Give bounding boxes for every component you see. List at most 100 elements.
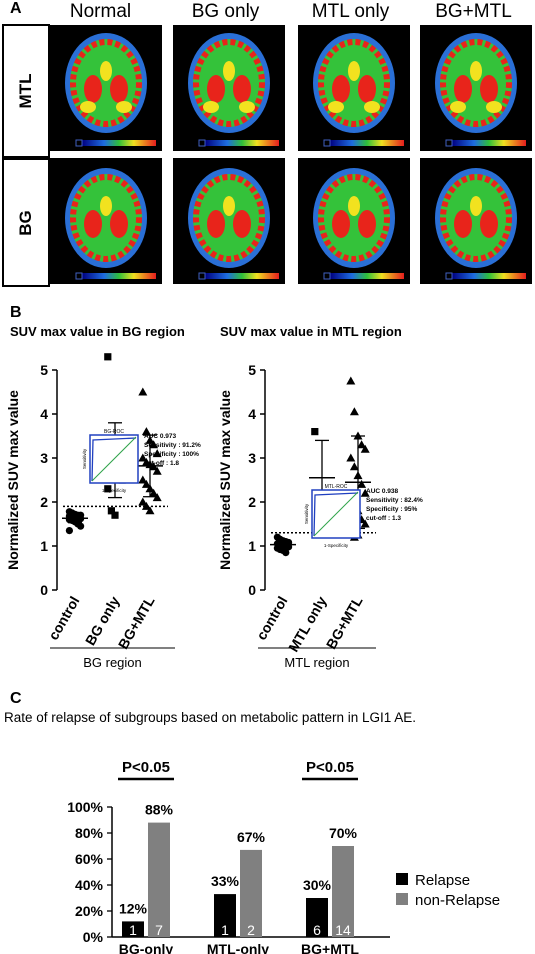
pet-scan-mtl-normal bbox=[50, 25, 162, 151]
scan-color-scale bbox=[330, 140, 404, 146]
panel-letter-b: B bbox=[10, 304, 22, 321]
data-point-bg-only bbox=[104, 485, 112, 493]
roc-x-label: 1-Specificity bbox=[102, 488, 127, 493]
data-point-bg-mtl bbox=[346, 453, 356, 462]
legend-swatch bbox=[396, 873, 408, 885]
scan-scale-marker bbox=[75, 272, 83, 280]
scan-left-temporal bbox=[80, 101, 96, 113]
x-category-label: BG+MTL bbox=[301, 941, 359, 954]
row-label-bg-text: BG bbox=[16, 209, 35, 236]
scan-right-nucleus bbox=[358, 75, 376, 103]
roc-y-label: Sensitivity bbox=[304, 503, 309, 524]
scan-right-temporal bbox=[239, 101, 255, 113]
data-point-bg-mtl bbox=[152, 466, 162, 475]
row-label-mtl: MTL bbox=[2, 24, 50, 158]
group-label: MTL region bbox=[284, 655, 349, 670]
y-tick-label: 20% bbox=[75, 903, 104, 919]
scan-scale-marker bbox=[445, 272, 453, 280]
x-category-label: MTL-only bbox=[207, 941, 269, 954]
relapse-rate-bar-chart: 0% 20% 40% 60% 80% 100% 12% 1 88% 7 BG-only 33% 1 67%… bbox=[67, 759, 500, 954]
scan-color-scale bbox=[452, 273, 526, 279]
scan-left-nucleus bbox=[332, 75, 350, 103]
bar-count-label: 1 bbox=[221, 922, 229, 938]
data-point-control bbox=[65, 527, 73, 535]
data-point-bg-mtl bbox=[138, 475, 148, 484]
bar-value-label: 33% bbox=[211, 873, 240, 889]
data-point-bg-mtl bbox=[149, 488, 159, 497]
pet-scan-bg-mtl-only bbox=[298, 158, 410, 284]
y-tick-label: 2 bbox=[248, 494, 256, 510]
scan-scale-marker bbox=[198, 139, 206, 147]
y-tick-label: 0% bbox=[83, 929, 104, 945]
bg-region-scatter-chart: Normalized SUV max value 0 1 2 3 4 5 control BG … bbox=[5, 353, 201, 670]
scan-scale-marker bbox=[198, 272, 206, 280]
y-tick-label: 0 bbox=[40, 582, 48, 598]
data-point-bg-mtl bbox=[360, 444, 370, 453]
scan-cortex bbox=[70, 174, 142, 262]
roc-auc: AUC 0.973 bbox=[144, 433, 177, 440]
data-point-bg-mtl bbox=[141, 427, 151, 436]
roc-y-label: Sensitivity bbox=[82, 448, 87, 469]
bar-relapse bbox=[214, 894, 236, 937]
scan-white-matter bbox=[70, 174, 142, 262]
scan-right-nucleus bbox=[480, 210, 498, 238]
scan-color-scale bbox=[82, 140, 156, 146]
scan-right-nucleus bbox=[233, 75, 251, 103]
roc-reference-line bbox=[313, 491, 359, 537]
data-point-bg-mtl bbox=[360, 519, 370, 528]
scan-right-nucleus bbox=[358, 210, 376, 238]
scan-left-nucleus bbox=[207, 210, 225, 238]
data-point-bg-mtl bbox=[138, 453, 148, 462]
roc-sensitivity: Sensitivity : 82.4% bbox=[366, 497, 423, 504]
scan-midline bbox=[348, 196, 360, 216]
legend-label: Relapse bbox=[415, 872, 470, 889]
row-label-bg: BG bbox=[2, 158, 50, 287]
y-tick-label: 5 bbox=[40, 362, 48, 378]
bg-chart-title: SUV max value in BG region bbox=[10, 324, 185, 339]
data-point-bg-mtl bbox=[138, 387, 148, 396]
y-tick-label: 1 bbox=[40, 538, 48, 554]
y-tick-label: 60% bbox=[75, 851, 104, 867]
pet-scan-mtl-bg-mtl bbox=[420, 25, 532, 151]
data-point-mtl-only bbox=[311, 428, 319, 436]
scan-left-nucleus bbox=[454, 210, 472, 238]
roc-inset-title: BG-ROC bbox=[104, 429, 124, 435]
legend-swatch bbox=[396, 893, 408, 905]
scan-left-nucleus bbox=[84, 210, 102, 238]
scan-midline bbox=[100, 196, 112, 216]
scan-right-nucleus bbox=[480, 75, 498, 103]
group-label: BG region bbox=[83, 655, 142, 670]
bar-value-label: 12% bbox=[119, 900, 148, 916]
y-tick-label: 5 bbox=[248, 362, 256, 378]
scan-white-matter bbox=[193, 174, 265, 262]
data-point-bg-mtl bbox=[145, 506, 155, 515]
scan-left-temporal bbox=[328, 101, 344, 113]
y-tick-label: 100% bbox=[67, 799, 103, 815]
roc-specificity: Specificity : 100% bbox=[144, 451, 199, 458]
scan-color-scale bbox=[82, 273, 156, 279]
pet-scan-bg-normal bbox=[50, 158, 162, 284]
scan-midline bbox=[470, 196, 482, 216]
scan-scale-marker bbox=[75, 139, 83, 147]
data-point-bg-mtl bbox=[152, 449, 162, 458]
y-tick-label: 4 bbox=[248, 406, 256, 422]
scan-color-scale bbox=[452, 140, 526, 146]
scan-right-nucleus bbox=[110, 75, 128, 103]
scan-midline bbox=[348, 61, 360, 81]
bar-count-label: 2 bbox=[247, 922, 255, 938]
category-label: MTL only bbox=[285, 593, 330, 654]
bar-value-label: 30% bbox=[303, 877, 332, 893]
scan-scale-marker bbox=[323, 272, 331, 280]
data-point-bg-mtl bbox=[349, 407, 359, 416]
panel-letter-c: C bbox=[10, 690, 22, 707]
bar-non-relapse bbox=[148, 822, 170, 937]
relapse-chart-caption: Rate of relapse of subgroups based on me… bbox=[4, 710, 417, 725]
data-point-bg-mtl bbox=[141, 501, 151, 510]
column-header-bg-only: BG only bbox=[191, 1, 260, 22]
category-label: control bbox=[253, 594, 291, 643]
y-tick-label: 1 bbox=[248, 538, 256, 554]
scan-cortex bbox=[193, 39, 265, 127]
scan-left-nucleus bbox=[207, 75, 225, 103]
y-tick-label: 2 bbox=[40, 494, 48, 510]
mtl-chart-title: SUV max value in MTL region bbox=[220, 324, 402, 339]
